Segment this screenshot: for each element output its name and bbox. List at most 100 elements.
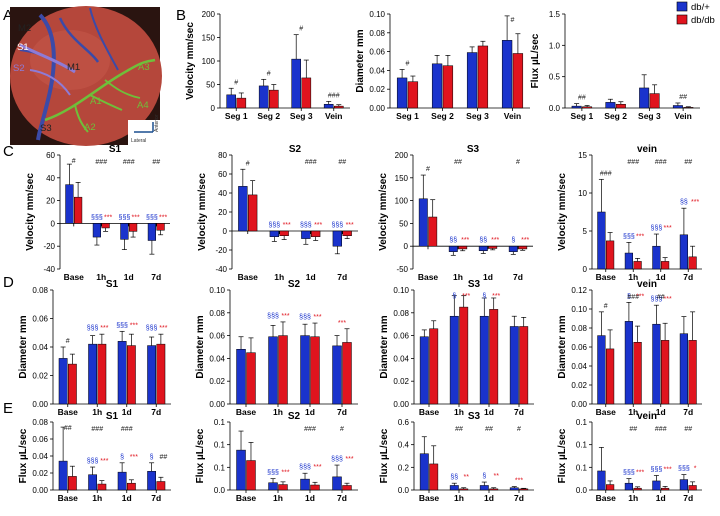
y-tick-label: 0.10 bbox=[571, 305, 587, 314]
y-axis-label: Velocity mm/sec bbox=[557, 173, 568, 251]
x-tick-label: 1h bbox=[92, 407, 102, 417]
bar-dbdb bbox=[127, 345, 136, 405]
significance-mark: §§§ bbox=[119, 214, 131, 221]
bar-dbplus bbox=[449, 485, 459, 491]
significance-mark: §§§ bbox=[268, 222, 280, 229]
y-tick-label: 0.04 bbox=[369, 66, 385, 75]
panel-label-e: E bbox=[3, 400, 13, 417]
hash-mark: ## bbox=[338, 159, 346, 166]
chart-b1: 0 50 100 150 200 Velocity mm/sec Seg 1 # Seg 2 # S… bbox=[185, 10, 350, 121]
significance-mark: §§§ bbox=[146, 214, 158, 221]
bar-dbplus bbox=[501, 40, 513, 109]
significance-mark: § bbox=[627, 293, 631, 300]
significance-mark: § bbox=[120, 454, 124, 461]
significance-mark: *** bbox=[130, 322, 138, 329]
chart-title: S1 bbox=[106, 279, 119, 290]
chart-b2: 0.00 0.02 0.04 0.06 0.08 0.10 Diameter mm Seg 1… bbox=[355, 10, 530, 121]
y-tick-label: 0.0 bbox=[398, 486, 410, 495]
x-tick-label: 7d bbox=[514, 493, 524, 503]
legend-label-dbplus: db/+ bbox=[691, 2, 710, 13]
bar-dbplus bbox=[268, 336, 278, 405]
hash-mark: # bbox=[517, 426, 521, 433]
chart-d3: S3 0.00 0.02 0.04 0.06 0.08 0.10 Diameter mm Bas… bbox=[379, 279, 534, 417]
chart-b3: 0.0 0.5 1.0 1.5 Flux µL/sec Seg 1 ## Seg 2 Seg 3… bbox=[530, 10, 700, 121]
significance-mark: # bbox=[299, 26, 303, 33]
y-tick-label: 0 bbox=[51, 219, 56, 228]
chart-title: S1 bbox=[106, 411, 119, 422]
significance-mark: *** bbox=[314, 222, 322, 229]
y-tick-label: 0.00 bbox=[393, 400, 409, 409]
x-tick-label: Seg 2 bbox=[257, 111, 280, 121]
bar-dbdb bbox=[649, 93, 660, 109]
bar-dbdb bbox=[518, 245, 528, 250]
y-tick-label: -20 bbox=[215, 246, 227, 255]
chart-c1: S1 -40 -20 0 20 40 60 Velocity mm/sec Base #1h §§§… bbox=[25, 144, 170, 282]
bar-dbdb bbox=[301, 77, 312, 109]
significance-mark: *** bbox=[345, 456, 353, 463]
vessel-photo: M2 S1 S2 M1 A3 A1 A4 S3 A2 Lateral Anter… bbox=[10, 6, 162, 146]
chart-title: S2 bbox=[289, 144, 302, 155]
bar-dbdb bbox=[101, 223, 110, 229]
bar-dbplus bbox=[639, 87, 650, 109]
significance-mark: §§§ bbox=[116, 322, 128, 329]
bar-dbplus bbox=[597, 335, 606, 405]
y-tick-label: 50 bbox=[206, 81, 215, 90]
significance-mark: §§§ bbox=[300, 222, 312, 229]
bar-dbdb bbox=[429, 463, 439, 491]
y-tick-label: 20 bbox=[218, 208, 227, 217]
y-tick-label: 100 bbox=[395, 197, 409, 206]
significance-mark: *** bbox=[636, 293, 644, 300]
panel-label-a: A bbox=[3, 7, 13, 24]
significance-mark: # bbox=[234, 79, 238, 86]
orientation-lateral: Lateral bbox=[131, 138, 146, 144]
bar-dbplus bbox=[679, 234, 688, 270]
y-tick-label: 0.00 bbox=[369, 104, 385, 113]
bar-dbplus bbox=[301, 230, 311, 239]
x-tick-label: Seg 2 bbox=[431, 111, 454, 121]
chart-e3: S3 0.0 0.2 0.4 0.6 Flux µL/sec Base 1h §§ ** ## 1d §… bbox=[379, 411, 534, 503]
y-axis-label: Flux µL/sec bbox=[379, 428, 390, 483]
significance-mark: §§§ bbox=[87, 325, 99, 332]
bar-dbplus bbox=[226, 94, 236, 109]
bar-dbplus bbox=[624, 321, 633, 405]
bar-dbplus bbox=[300, 335, 310, 405]
x-tick-label: 1d bbox=[305, 493, 315, 503]
hash-mark: ## bbox=[684, 159, 692, 166]
y-tick-label: 0.08 bbox=[393, 309, 409, 318]
bar-dbdb bbox=[519, 488, 529, 491]
significance-mark: *** bbox=[461, 237, 469, 244]
y-axis-label: Flux µL/sec bbox=[18, 428, 29, 483]
y-tick-label: 0 bbox=[211, 104, 216, 113]
bar-dbdb bbox=[633, 342, 642, 405]
y-tick-label: 0.1 bbox=[214, 441, 226, 450]
significance-mark: ### bbox=[600, 170, 612, 177]
hash-mark: ### bbox=[655, 426, 667, 433]
hash-mark: ## bbox=[455, 426, 463, 433]
significance-mark: §§§ bbox=[651, 296, 663, 303]
bar-dbplus bbox=[92, 223, 102, 238]
chart-d1: S1 0.00 0.02 0.04 0.06 0.08 Diameter mm Base #1h… bbox=[18, 279, 171, 417]
y-axis-label: Diameter mm bbox=[355, 29, 366, 92]
significance-mark: # bbox=[66, 338, 70, 345]
y-tick-label: 0.06 bbox=[209, 332, 225, 341]
x-tick-label: Base bbox=[58, 493, 79, 503]
bar-dbdb bbox=[428, 216, 438, 247]
significance-mark: ## bbox=[679, 94, 687, 101]
bar-dbdb bbox=[156, 481, 166, 491]
x-tick-label: 7d bbox=[683, 493, 693, 503]
x-tick-label: Base bbox=[419, 493, 440, 503]
bar-dbdb bbox=[68, 363, 77, 405]
y-tick-label: 0.10 bbox=[209, 286, 225, 295]
bar-dbdb bbox=[97, 483, 107, 491]
hash-mark: ### bbox=[627, 159, 639, 166]
bar-dbplus bbox=[679, 479, 688, 491]
y-tick-label: 0.04 bbox=[32, 343, 48, 352]
significance-mark: *** bbox=[313, 464, 321, 471]
y-tick-label: 0.0 bbox=[549, 104, 561, 113]
x-tick-label: Base bbox=[238, 272, 259, 282]
significance-mark: *** bbox=[313, 314, 321, 321]
chart-title: S3 bbox=[467, 144, 480, 155]
y-tick-label: -40 bbox=[215, 265, 227, 274]
hash-mark: ### bbox=[121, 426, 133, 433]
bar-dbplus bbox=[466, 52, 478, 109]
